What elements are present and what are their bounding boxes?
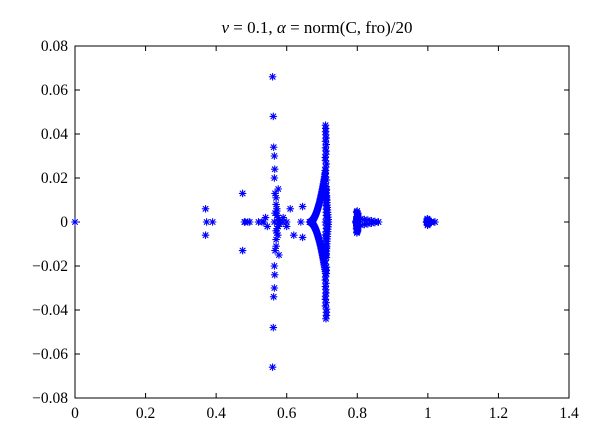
x-tick-label: 1	[424, 405, 432, 422]
data-point	[280, 214, 287, 221]
data-point	[209, 219, 216, 226]
data-point	[275, 232, 282, 239]
data-point	[271, 263, 278, 270]
y-tick-label: −0.02	[32, 258, 68, 275]
y-tick-label: 0.04	[41, 126, 68, 143]
data-point	[271, 175, 278, 182]
data-point	[239, 190, 246, 197]
data-point	[271, 166, 278, 173]
data-point	[271, 285, 278, 292]
data-point	[276, 252, 283, 259]
data-point	[255, 219, 262, 226]
x-tick-label: 1.2	[489, 405, 508, 422]
data-point	[287, 206, 294, 213]
data-point	[290, 232, 297, 239]
data-point	[269, 364, 276, 371]
y-tick-label: 0.02	[41, 170, 68, 187]
data-point	[239, 247, 246, 254]
y-tick-label: 0	[60, 214, 68, 231]
data-point	[264, 223, 271, 230]
data-point	[275, 186, 282, 193]
data-point	[270, 113, 277, 120]
data-point	[272, 190, 279, 197]
data-point	[202, 232, 209, 239]
data-point	[273, 243, 280, 250]
y-tick-label: −0.08	[32, 390, 68, 407]
x-tick-label: 1.4	[559, 405, 579, 422]
x-tick-label: 0.4	[206, 405, 226, 422]
data-point	[271, 272, 278, 279]
data-point	[72, 219, 79, 226]
data-point	[271, 153, 278, 160]
data-point	[246, 219, 253, 226]
data-point	[298, 219, 305, 226]
data-point	[283, 219, 290, 226]
x-tick-label: 0.6	[277, 405, 297, 422]
chart-title: ν = 0.1, α = norm(C, fro)/20	[221, 18, 412, 37]
data-point	[273, 195, 280, 202]
data-point	[271, 219, 278, 226]
data-point	[270, 144, 277, 151]
data-point	[262, 214, 269, 221]
data-point	[270, 324, 277, 331]
data-point	[299, 234, 306, 241]
data-point	[375, 219, 382, 226]
y-tick-label: 0.08	[41, 38, 68, 55]
data-point	[202, 206, 209, 213]
x-tick-label: 0.8	[348, 405, 368, 422]
data-point	[270, 294, 277, 301]
y-tick-label: −0.06	[32, 346, 68, 363]
data-point	[325, 219, 332, 226]
data-point	[432, 219, 439, 226]
y-tick-label: 0.06	[41, 82, 68, 99]
data-point	[274, 206, 281, 213]
x-tick-label: 0	[71, 405, 79, 422]
data-point	[322, 167, 329, 174]
data-point	[322, 270, 329, 277]
data-point	[323, 316, 330, 323]
data-point	[269, 74, 276, 81]
x-tick-label: 0.2	[136, 405, 155, 422]
data-point	[299, 203, 306, 210]
y-tick-label: −0.04	[32, 302, 68, 319]
